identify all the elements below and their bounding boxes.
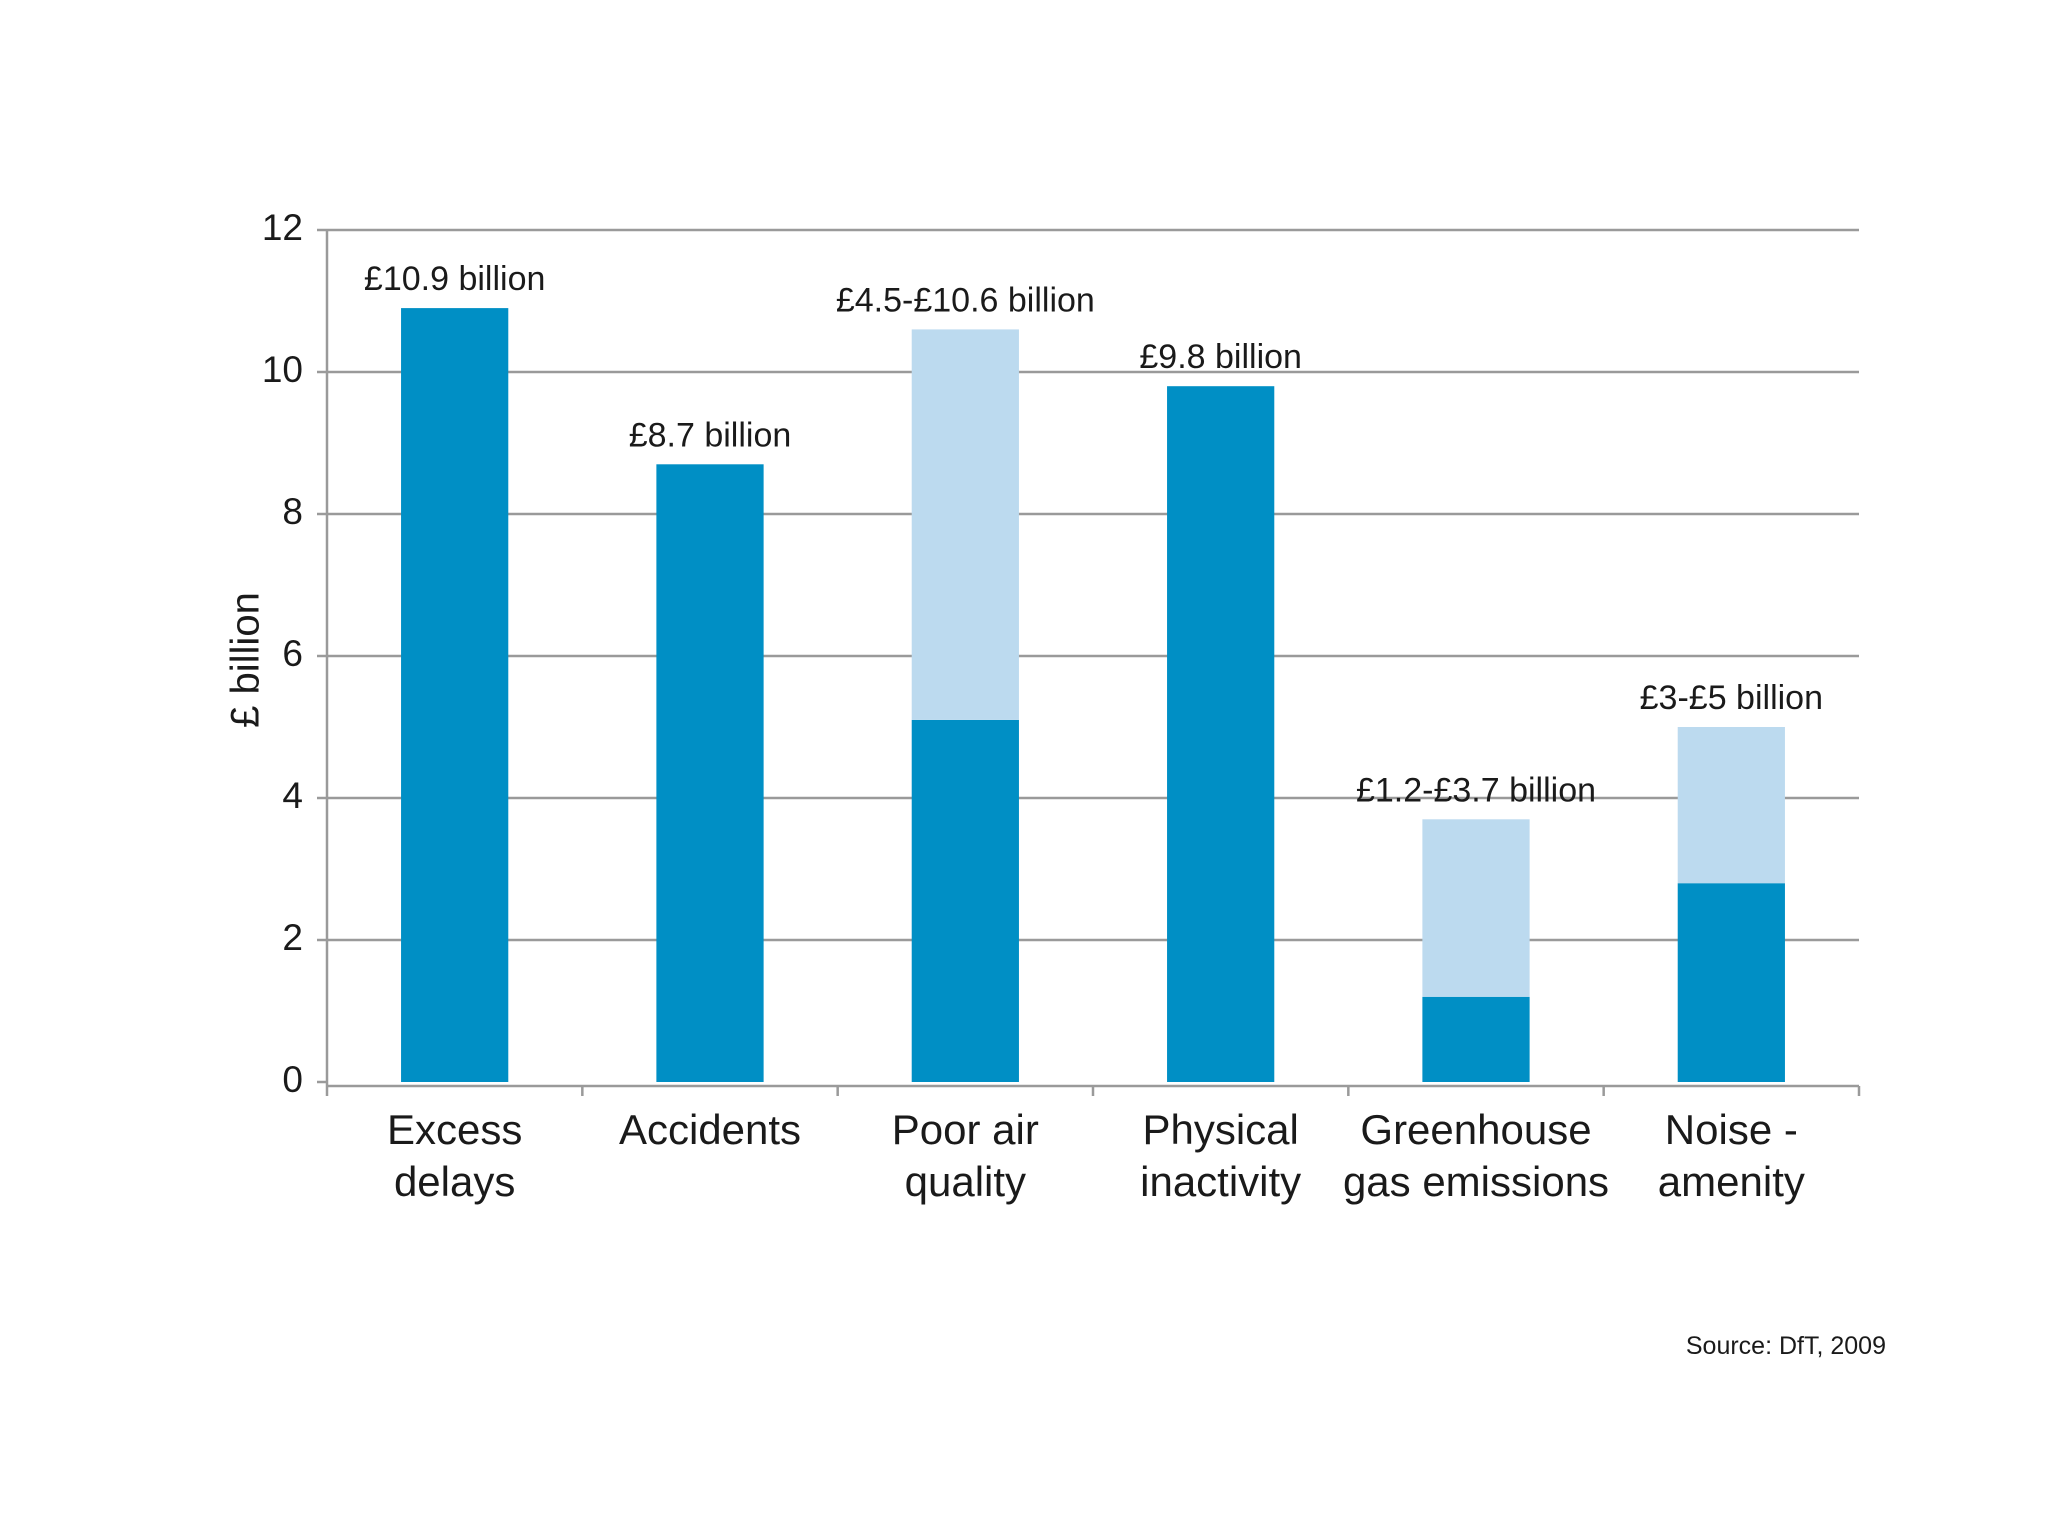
y-tick-label: 0 [282,1059,303,1100]
bar-segment [1167,386,1275,1082]
y-tick-label: 2 [282,917,303,958]
y-tick-label: 4 [282,775,303,816]
x-tick-label: Accidents [619,1106,801,1153]
bar-annotation: £8.7 billion [629,416,792,454]
y-tick-label: 10 [262,349,303,390]
bar-segment [911,719,1019,1082]
x-tick-label: Noise - amenity [1658,1106,1805,1205]
x-tick-label-line: amenity [1658,1158,1805,1205]
bar-segment [1677,727,1785,884]
source-note: Source: DfT, 2009 [1686,1332,1886,1360]
bar-segment [401,308,509,1083]
x-tick-label: Excess delays [387,1106,522,1205]
x-tick-label-line: delays [394,1158,515,1205]
bar-annotation: £3-£5 billion [1640,679,1823,717]
bar-annotation: £4.5-£10.6 billion [836,281,1095,319]
x-tick-label: Physical inactivity [1140,1106,1301,1205]
bar-annotation: £9.8 billion [1139,338,1302,376]
y-tick-label: 6 [282,633,303,674]
x-tick-label: Greenhouse gas emissions [1343,1106,1609,1205]
x-tick-label-line: quality [905,1158,1026,1205]
x-tick-label-line: Greenhouse [1360,1106,1591,1153]
x-tick-label-line: Physical [1142,1106,1298,1153]
x-tick-label-line: inactivity [1140,1158,1301,1205]
bar-annotation: £1.2-£3.7 billion [1356,771,1596,809]
y-axis-label: £ billion [224,592,268,728]
bar-annotation: £10.9 billion [364,260,545,298]
x-tick-label-line: Poor air [892,1106,1039,1153]
y-tick-label: 8 [282,491,303,532]
x-tick-label-line: Accidents [619,1106,801,1153]
bar-segment [1422,996,1530,1082]
bar-segment [1677,883,1785,1082]
bar-segment [911,329,1019,720]
y-tick-label: 12 [262,207,303,248]
x-tick-label-line: gas emissions [1343,1158,1609,1205]
x-tick-label: Poor air quality [892,1106,1039,1205]
bar-segment [1422,819,1530,997]
x-tick-label-line: Excess [387,1106,522,1153]
bar-segment [656,464,764,1082]
x-tick-label-line: Noise - [1665,1106,1798,1153]
